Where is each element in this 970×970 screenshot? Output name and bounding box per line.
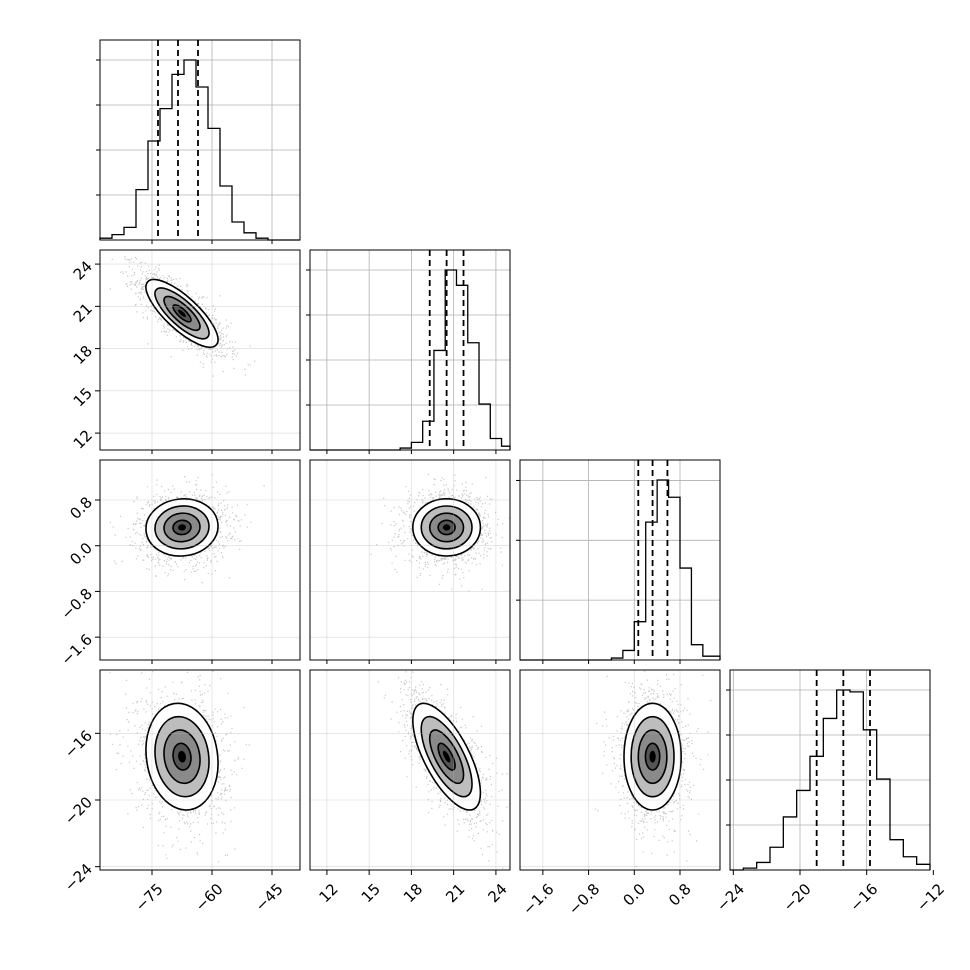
x-tick-label: 21: [442, 880, 468, 906]
contour-line: [154, 287, 210, 340]
y-tick-label: 24: [70, 257, 96, 283]
scatter-panel-1-2: [99, 249, 301, 451]
scatter-panel-3-4: [519, 669, 721, 871]
x-tick-label: −0.8: [565, 880, 603, 918]
scatter-panel-1-4: [99, 669, 301, 871]
panel-frame: [309, 669, 511, 871]
x-tick-label: 0.8: [665, 880, 695, 910]
x-tick-label: 12: [315, 880, 341, 906]
y-tick-label: 15: [70, 384, 96, 410]
y-tick-label: −0.8: [58, 585, 96, 623]
scatter-panel-2-4: [309, 669, 511, 871]
contour-line: [630, 715, 675, 798]
contour-line: [163, 295, 201, 332]
contour-line: [145, 702, 219, 811]
x-tick-label: −75: [132, 880, 167, 915]
x-tick-label: −1.6: [519, 880, 557, 918]
contour-line: [420, 505, 473, 550]
panel-frame: [519, 459, 721, 661]
contour-line: [412, 498, 482, 557]
contour-line: [637, 729, 668, 785]
y-tick-label: −24: [61, 860, 96, 895]
y-tick-label: 21: [70, 300, 96, 326]
panels: [96, 39, 931, 871]
contour-line: [428, 729, 465, 785]
contour-line: [154, 715, 210, 798]
histogram-steps: [730, 689, 931, 871]
scatter-panel-2-3: [309, 459, 511, 661]
contour-line: [172, 519, 192, 536]
y-tick-label: 18: [70, 342, 96, 368]
histogram-panel-1: [96, 39, 301, 241]
x-tick-label: −60: [192, 880, 227, 915]
x-tick-label: −24: [713, 880, 748, 915]
x-tick-label: 15: [358, 880, 384, 906]
contour-line: [623, 702, 682, 811]
histogram-panel-4: [726, 669, 931, 871]
y-tick-label: 0.0: [66, 539, 96, 569]
density-core: [178, 750, 186, 763]
contour-line: [428, 512, 465, 543]
x-tick-label: −20: [780, 880, 815, 915]
scatter-panel-1-3: [99, 459, 301, 661]
panel-frame: [519, 669, 721, 871]
histogram-panel-3: [516, 459, 721, 661]
contour-line: [437, 519, 456, 536]
density-core: [178, 524, 186, 531]
histogram-steps: [520, 479, 721, 661]
panel-frame: [99, 39, 301, 241]
contour-line: [163, 512, 201, 543]
x-tick-label: 24: [484, 880, 510, 906]
x-tick-label: −45: [252, 880, 287, 915]
y-tick-label: −20: [61, 793, 96, 828]
panel-frame: [729, 669, 931, 871]
contour-line: [644, 742, 661, 771]
density-core: [442, 750, 451, 763]
contour-line: [145, 278, 219, 348]
panel-frame: [309, 459, 511, 661]
y-tick-label: −1.6: [58, 630, 96, 668]
y-tick-label: 12: [70, 426, 96, 452]
contour-line: [172, 742, 192, 771]
contour-line: [412, 702, 482, 811]
density-core: [649, 750, 656, 763]
histogram-steps: [99, 59, 300, 241]
density-core: [178, 309, 186, 318]
x-tick-label: −12: [913, 880, 948, 915]
histogram-panel-2: [306, 249, 511, 451]
scatter-points: [370, 473, 510, 592]
contour-line: [163, 729, 201, 785]
contour-line: [154, 505, 210, 550]
x-tick-label: 0.0: [619, 880, 649, 910]
panel-frame: [99, 459, 301, 661]
x-tick-label: −16: [846, 880, 881, 915]
contour-line: [420, 715, 473, 798]
panel-frame: [99, 249, 301, 451]
y-tick-label: 0.8: [66, 493, 96, 523]
contour-line: [172, 304, 192, 323]
panel-frame: [309, 249, 511, 451]
density-core: [442, 524, 451, 531]
x-tick-label: 18: [400, 880, 426, 906]
contour-line: [145, 498, 219, 557]
panel-frame: [99, 669, 301, 871]
y-tick-label: −16: [61, 727, 96, 762]
